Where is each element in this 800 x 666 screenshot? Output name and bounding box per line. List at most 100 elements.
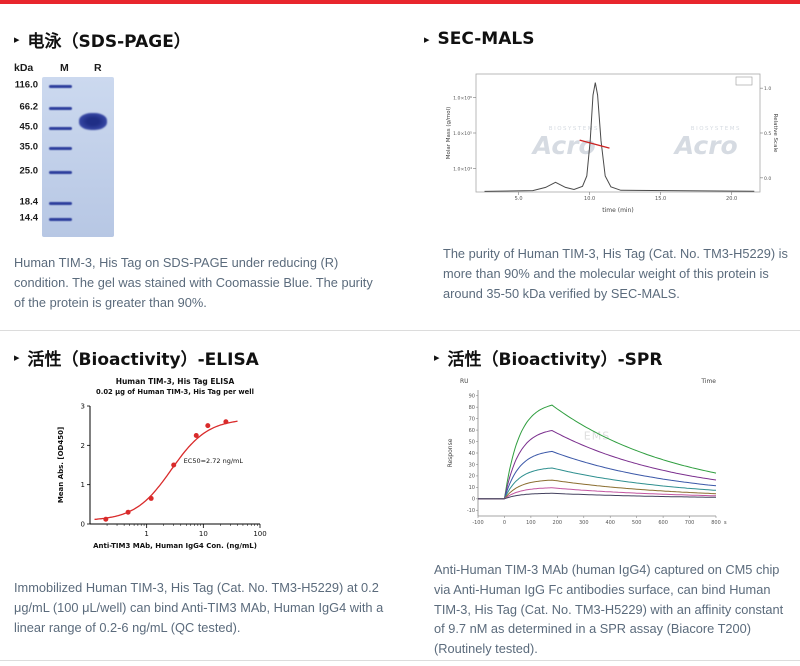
svg-text:-10: -10 [467, 508, 475, 514]
svg-text:90: 90 [469, 394, 475, 400]
svg-text:0: 0 [81, 521, 85, 529]
gel-marker-band [49, 201, 73, 205]
svg-text:50: 50 [469, 439, 475, 445]
gel-marker-band [49, 147, 73, 151]
spr-sensorgram-curve [478, 467, 717, 500]
svg-text:BIOSYSTEMS: BIOSYSTEMS [691, 126, 741, 132]
elisa-data-point [205, 423, 211, 429]
svg-text:100: 100 [253, 530, 266, 538]
svg-text:Acro: Acro [531, 131, 596, 160]
elisa-data-point [103, 516, 109, 522]
svg-text:70: 70 [469, 416, 475, 422]
gel-header: kDa M R [14, 62, 126, 77]
svg-text:10.0: 10.0 [584, 196, 595, 202]
elisa-data-point [125, 509, 131, 515]
gel-marker-kda-label: 66.2 [19, 101, 39, 113]
section-sec-mals: ▸ SEC-MALS BIOSYSTEMS Acro BIOSYSTEMS Acro 5… [424, 28, 790, 303]
gel-kda-unit-label: kDa [14, 62, 34, 74]
svg-text:1.0×10⁴: 1.0×10⁴ [453, 166, 472, 172]
svg-text:15.0: 15.0 [655, 196, 666, 202]
section-elisa: ▸ 活性（Bioactivity）-ELISA Human TIM-3, His… [14, 346, 414, 637]
elisa-fit-curve [94, 420, 238, 521]
svg-text:RU: RU [460, 378, 469, 385]
elisa-data-point [223, 419, 229, 425]
svg-text:-100: -100 [472, 520, 483, 526]
elisa-data-point [171, 462, 177, 468]
svg-text:5.0: 5.0 [515, 196, 523, 202]
svg-text:0.02 μg of Human TIM-3, His Ta: 0.02 μg of Human TIM-3, His Tag per well [96, 388, 254, 396]
sec-mals-caption: The purity of Human TIM-3, His Tag (Cat.… [443, 246, 788, 301]
svg-text:10: 10 [469, 485, 475, 491]
elisa-caption: Immobilized Human TIM-3, His Tag (Cat. N… [14, 580, 384, 635]
svg-text:400: 400 [605, 520, 615, 526]
svg-text:Mean Abs. [OD450]: Mean Abs. [OD450] [57, 427, 65, 503]
svg-text:Molar Mass (g/mol): Molar Mass (g/mol) [446, 107, 452, 160]
section-header-sec-mals: ▸ SEC-MALS [424, 28, 790, 50]
gel-body: 116.0 66.2 45.0 35.0 25.0 18.4 14.4 [14, 77, 126, 237]
elisa-data-point [193, 433, 199, 438]
svg-text:20: 20 [469, 474, 475, 480]
svg-text:2: 2 [81, 442, 85, 450]
section-sds-page: ▸ 电泳（SDS-PAGE） kDa M R 116.0 66.2 45.0 35.0… [14, 28, 400, 312]
section-title-elisa: 活性（Bioactivity）-ELISA [27, 349, 259, 370]
svg-text:700: 700 [685, 520, 695, 526]
svg-text:800: 800 [711, 520, 721, 526]
svg-text:EC50=2.72 ng/mL: EC50=2.72 ng/mL [184, 457, 244, 465]
svg-text:500: 500 [632, 520, 642, 526]
triangle-bullet-icon: ▸ [424, 32, 430, 46]
svg-text:20.0: 20.0 [726, 196, 737, 202]
gel-marker-band [49, 106, 73, 110]
svg-text:200: 200 [553, 520, 563, 526]
svg-text:time (min): time (min) [602, 207, 633, 214]
svg-text:600: 600 [658, 520, 668, 526]
svg-text:s: s [724, 520, 727, 526]
svg-text:0: 0 [503, 520, 506, 526]
gel-marker-kda-label: 35.0 [19, 141, 39, 153]
section-title-spr: 活性（Bioactivity）-SPR [447, 349, 663, 370]
triangle-bullet-icon: ▸ [434, 350, 440, 364]
spr-caption: Anti-Human TIM-3 MAb (human IgG4) captur… [434, 562, 784, 657]
section-header-elisa: ▸ 活性（Bioactivity）-ELISA [14, 346, 414, 370]
svg-text:10: 10 [199, 530, 208, 538]
row-divider [0, 330, 800, 331]
svg-text:0.0: 0.0 [764, 176, 771, 182]
svg-text:Relative Scale: Relative Scale [772, 114, 778, 153]
svg-text:Response: Response [447, 438, 454, 467]
spr-sensorgram-curve [478, 492, 716, 500]
svg-text:Human TIM-3, His Tag ELISA: Human TIM-3, His Tag ELISA [116, 377, 235, 386]
gel-marker-band [49, 217, 73, 221]
spr-sensorgram-curve [478, 479, 717, 500]
svg-text:100: 100 [526, 520, 536, 526]
gel-image [42, 77, 114, 237]
gel-marker-labels: 116.0 66.2 45.0 35.0 25.0 18.4 14.4 [14, 77, 38, 237]
spr-sensorgram-curve [478, 404, 717, 500]
sec-molar-mass-trace [579, 139, 610, 149]
svg-text:60: 60 [469, 428, 475, 434]
svg-text:1.0: 1.0 [764, 86, 771, 92]
elisa-chart[interactable]: Human TIM-3, His Tag ELISA 0.02 μg of Hum… [54, 374, 274, 570]
svg-text:EMS: EMS [584, 429, 610, 442]
gel-lane-r-label: R [94, 62, 102, 74]
svg-text:Acro: Acro [673, 131, 738, 160]
bottom-divider [0, 660, 800, 661]
triangle-bullet-icon: ▸ [14, 32, 20, 46]
svg-text:Anti-TIM3 MAb, Human IgG4 Con.: Anti-TIM3 MAb, Human IgG4 Con. (ng/mL) [93, 542, 257, 550]
gel-marker-kda-label: 14.4 [19, 212, 39, 224]
svg-text:BIOSYSTEMS: BIOSYSTEMS [549, 126, 599, 132]
section-header-sds-page: ▸ 电泳（SDS-PAGE） [14, 28, 400, 52]
sds-page-gel-figure[interactable]: kDa M R 116.0 66.2 45.0 35.0 25.0 18.4 14.4 [14, 62, 126, 237]
sec-signal-trace [484, 82, 755, 192]
spr-sensorgram-curve [478, 429, 717, 500]
spr-sensorgram-curve [478, 487, 717, 500]
elisa-data-point [148, 495, 154, 501]
gel-marker-kda-label: 25.0 [19, 165, 39, 177]
section-header-spr: ▸ 活性（Bioactivity）-SPR [434, 346, 790, 370]
spr-sensorgram-curve [478, 450, 717, 500]
top-accent-bar [0, 0, 800, 4]
section-title-sec-mals: SEC-MALS [437, 29, 535, 49]
gel-marker-band [49, 85, 73, 88]
gel-marker-kda-label: 116.0 [14, 79, 38, 91]
